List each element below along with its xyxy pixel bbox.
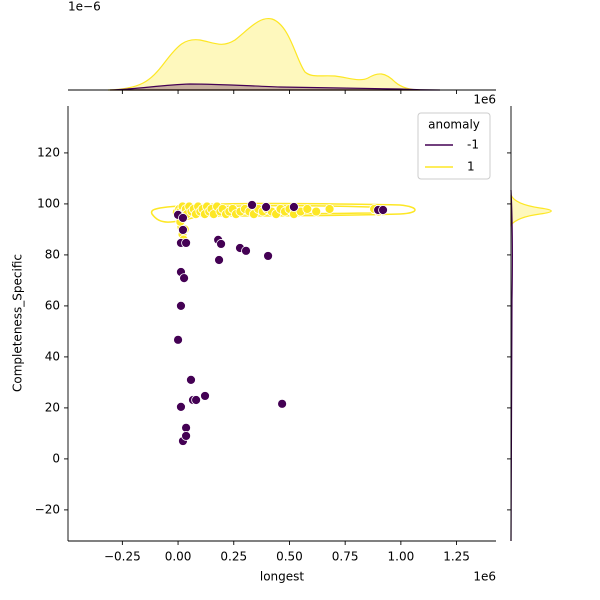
y-tick-label: 40 <box>45 349 60 363</box>
kde-area <box>510 194 552 227</box>
point <box>181 238 191 248</box>
y-axis-label: Completeness_Specific <box>11 254 25 392</box>
right-offset: 1e6 <box>473 93 496 107</box>
y-tick-label: 0 <box>52 451 60 465</box>
x-tick-label: 0.25 <box>220 550 247 564</box>
x-tick-label: 0.75 <box>332 550 359 564</box>
y-tick-label: 80 <box>45 247 60 261</box>
point <box>277 398 288 409</box>
x-axis-label: longest <box>260 570 305 584</box>
x-offset: 1e6 <box>473 570 496 584</box>
legend: anomaly -1 1 <box>417 112 491 180</box>
point <box>200 391 210 401</box>
y-tick-label: 20 <box>45 400 60 414</box>
y-tick-label: −20 <box>35 502 60 516</box>
x-tick-label: −0.25 <box>104 550 141 564</box>
point <box>191 395 202 405</box>
legend-label: -1 <box>467 138 479 152</box>
legend-label: 1 <box>467 160 475 174</box>
point <box>247 200 257 210</box>
y-tick-label: 120 <box>37 145 60 159</box>
point <box>178 225 188 235</box>
point <box>179 273 189 284</box>
point <box>181 422 191 433</box>
legend-box <box>417 112 491 180</box>
point <box>176 301 186 311</box>
x-tick-label: 0.00 <box>165 550 192 564</box>
point <box>263 251 273 261</box>
point <box>241 245 251 256</box>
x-tick-label: 1.25 <box>443 550 470 564</box>
top-offset: 1e−6 <box>68 0 101 14</box>
point <box>302 204 313 214</box>
y-tick-label: 100 <box>37 196 60 210</box>
y-tick-label: 60 <box>45 298 60 312</box>
kde-line <box>510 189 514 542</box>
point <box>261 202 271 212</box>
point <box>176 401 186 412</box>
top-marginal <box>68 17 496 91</box>
point <box>214 255 224 265</box>
point <box>216 239 226 249</box>
kde-area <box>107 17 421 91</box>
x-tick-label: 1.00 <box>388 550 415 564</box>
point <box>186 374 196 385</box>
point <box>378 205 388 215</box>
point <box>311 206 322 217</box>
point <box>289 202 299 212</box>
right-marginal <box>510 106 552 542</box>
point <box>173 334 183 345</box>
legend-title: anomaly <box>428 118 480 132</box>
x-tick-label: 0.50 <box>276 550 303 564</box>
point <box>178 213 188 223</box>
point <box>181 431 191 441</box>
point <box>324 204 335 214</box>
